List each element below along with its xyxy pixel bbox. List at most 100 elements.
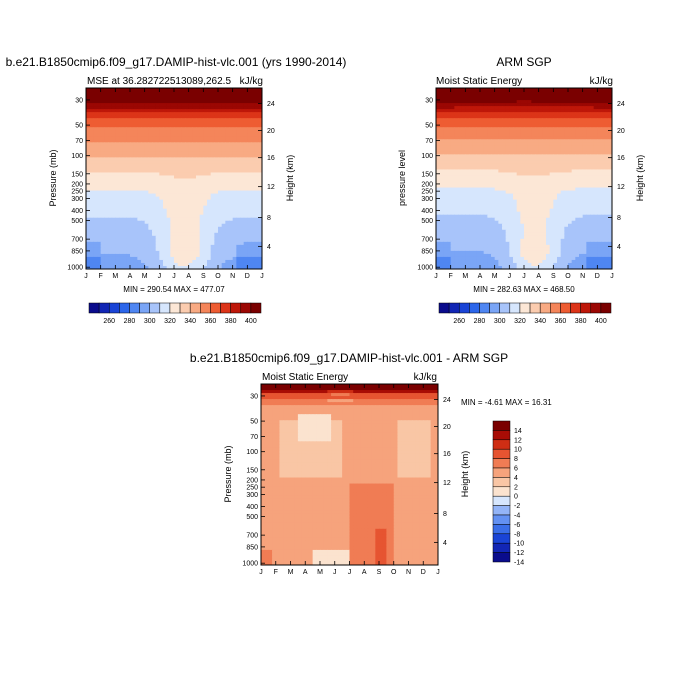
contour-cell — [542, 88, 547, 92]
contour-cell — [221, 139, 226, 143]
contour-cell — [188, 202, 193, 207]
contour-cell — [181, 256, 186, 261]
contour-cell — [604, 172, 609, 177]
contour-cell — [439, 103, 444, 107]
contour-cell — [254, 157, 259, 161]
contour-cell — [593, 142, 598, 146]
contour-cell — [126, 97, 131, 101]
contour-cell — [542, 196, 547, 201]
contour-cell — [199, 100, 204, 104]
contour-cell — [436, 127, 441, 131]
contour-cell — [159, 190, 164, 195]
contour-cell — [188, 187, 193, 192]
contour-cell — [568, 154, 573, 158]
contour-cell — [225, 142, 230, 146]
contour-cell — [582, 121, 587, 125]
contour-cell — [177, 190, 182, 195]
contour-cell — [546, 178, 551, 183]
contour-cell — [229, 133, 234, 137]
contour-cell — [199, 193, 204, 198]
contour-cell — [458, 124, 463, 128]
contour-cell — [575, 199, 580, 204]
contour-cell — [247, 175, 252, 180]
contour-cell — [86, 259, 91, 264]
contour-cell — [232, 217, 237, 222]
contour-cell — [487, 118, 492, 122]
contour-cell — [520, 133, 525, 137]
contour-cell — [97, 193, 102, 198]
contour-cell — [152, 250, 157, 255]
contour-cell — [185, 91, 190, 95]
contour-cell — [535, 139, 540, 143]
contour-cell — [119, 259, 124, 264]
contour-cell — [174, 211, 179, 216]
contour-cell — [122, 229, 127, 234]
contour-cell — [593, 208, 598, 213]
contour-cell — [450, 142, 455, 146]
contour-cell — [181, 247, 186, 252]
contour-cell — [203, 124, 208, 128]
contour-cell — [214, 238, 219, 243]
contour-cell — [608, 157, 612, 161]
contour-cell — [177, 151, 182, 155]
contour-cell — [122, 130, 127, 134]
contour-cell — [454, 115, 459, 119]
contour-cell — [196, 109, 201, 113]
contour-cell — [93, 115, 98, 119]
contour-cell — [243, 136, 248, 140]
contour-cell — [505, 145, 510, 149]
contour-cell — [210, 133, 215, 137]
contour-cell — [214, 118, 219, 122]
contour-cell — [439, 88, 444, 92]
contour-cell — [254, 190, 259, 195]
contour-cell — [221, 205, 226, 210]
contour-cell — [509, 208, 514, 213]
contour-cell — [97, 124, 102, 128]
contour-cell — [586, 175, 591, 180]
contour-cell — [144, 247, 149, 252]
contour-cell — [196, 97, 201, 101]
contour-cell — [207, 196, 212, 201]
contour-cell — [104, 229, 109, 234]
contour-cell — [498, 184, 503, 189]
contour-cell — [243, 97, 248, 101]
contour-cell — [472, 190, 477, 195]
contour-cell — [181, 112, 186, 116]
contour-cell — [254, 88, 259, 92]
contour-cell — [469, 175, 474, 180]
contour-cell — [203, 232, 208, 237]
contour-cell — [469, 157, 474, 161]
contour-cell — [192, 154, 197, 158]
contour-cell — [159, 199, 164, 204]
contour-cell — [251, 94, 256, 98]
contour-cell — [192, 124, 197, 128]
contour-cell — [575, 103, 580, 107]
contour-cell — [447, 124, 452, 128]
contour-cell — [192, 115, 197, 119]
contour-cell — [111, 178, 116, 183]
contour-cell — [196, 229, 201, 234]
contour-cell — [115, 112, 120, 116]
contour-cell — [108, 214, 113, 219]
contour-cell — [524, 121, 529, 125]
contour-cell — [505, 133, 510, 137]
y2-tick-label: 20 — [267, 128, 275, 135]
contour-field — [86, 88, 262, 269]
contour-cell — [126, 214, 131, 219]
contour-cell — [251, 265, 256, 269]
contour-cell — [487, 184, 492, 189]
contour-cell — [597, 88, 602, 92]
contour-cell — [553, 178, 558, 183]
contour-cell — [443, 103, 448, 107]
contour-cell — [174, 139, 179, 143]
contour-cell — [480, 169, 485, 174]
contour-cell — [86, 199, 91, 204]
contour-cell — [564, 130, 569, 134]
contour-cell — [450, 208, 455, 213]
contour-cell — [148, 211, 153, 216]
contour-cell — [144, 166, 149, 171]
contour-cell — [601, 118, 606, 122]
contour-cell — [472, 181, 477, 186]
contour-cell — [513, 172, 518, 177]
contour-cell — [130, 196, 135, 201]
